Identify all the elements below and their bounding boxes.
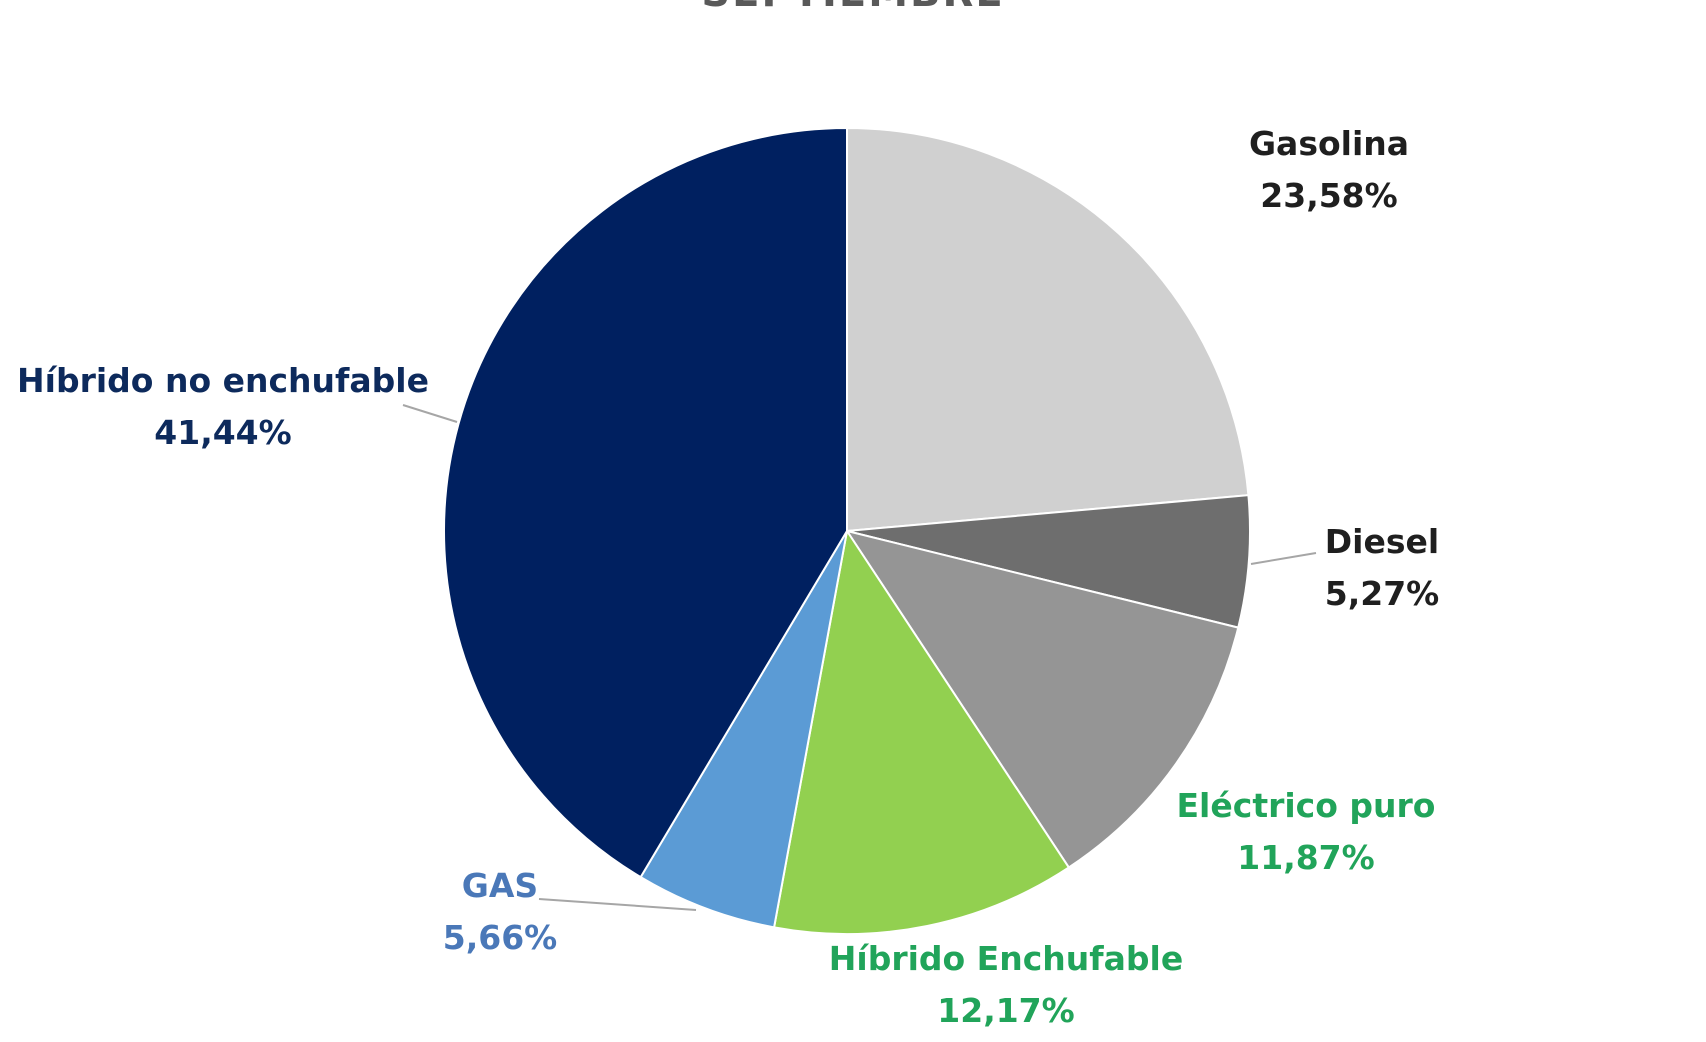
leader-line-5 [402, 404, 458, 423]
slice-value-0: 23,58% [1260, 176, 1397, 215]
slice-label-4: GAS [462, 866, 538, 905]
slice-value-4: 5,66% [443, 918, 558, 957]
chart-title: SEPTIEMBRE [0, 0, 1706, 16]
slice-label-1: Diesel [1325, 522, 1439, 561]
pie-slice-5 [442, 126, 848, 879]
pie-slice-3 [772, 528, 1071, 935]
slice-value-2: 11,87% [1237, 838, 1374, 877]
leader-line-1 [1250, 552, 1317, 565]
leader-line-4 [538, 898, 697, 911]
slice-label-0: Gasolina [1249, 124, 1409, 163]
slice-value-5: 41,44% [154, 413, 291, 452]
slice-label-5: Híbrido no enchufable [17, 361, 429, 400]
slice-label-3: Híbrido Enchufable [829, 939, 1183, 978]
pie-slice-4 [639, 530, 848, 929]
slice-value-3: 12,17% [937, 991, 1074, 1030]
pie-slice-0 [846, 126, 1250, 533]
slice-value-1: 5,27% [1325, 574, 1440, 613]
slice-label-2: Eléctrico puro [1177, 786, 1436, 825]
pie-slice-2 [844, 529, 1240, 869]
